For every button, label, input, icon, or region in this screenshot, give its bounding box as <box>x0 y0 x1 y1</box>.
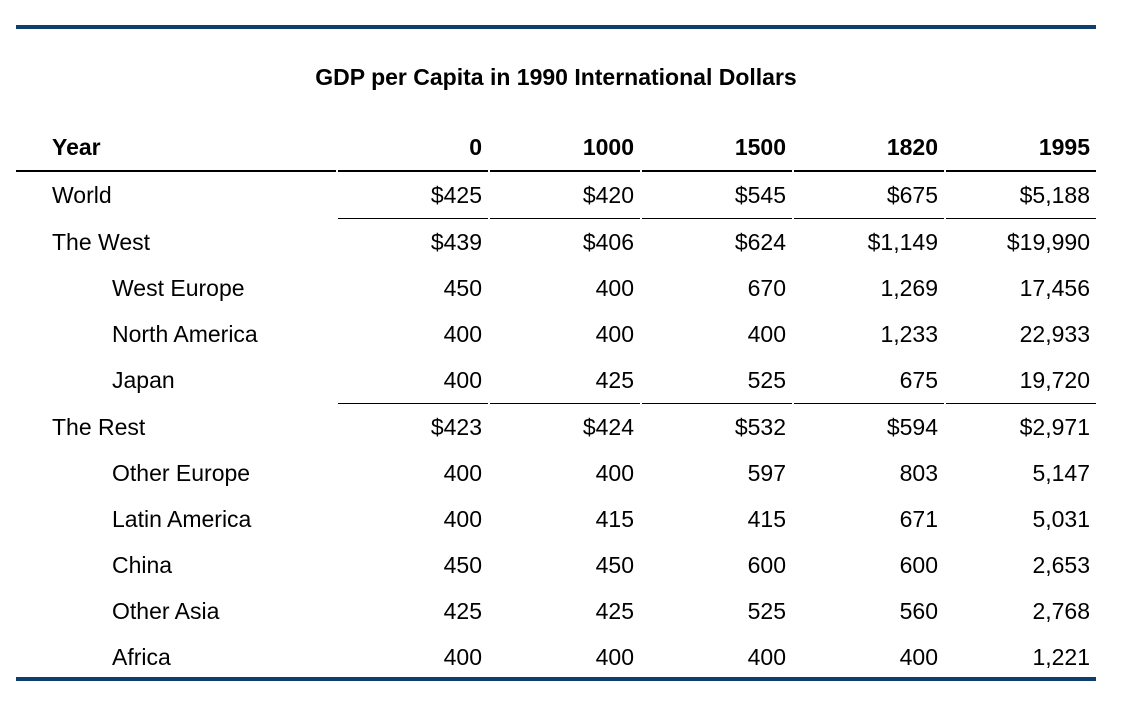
cell-value: $594 <box>886 413 938 440</box>
row-label: China <box>112 551 173 578</box>
cell-value: 1,233 <box>880 320 938 347</box>
table-row: World $425 $420 $545 $675 $5,188 <box>16 172 1096 219</box>
cell-value: 450 <box>443 274 482 301</box>
header-year-1000: 1000 <box>490 124 640 172</box>
cell-value: 450 <box>443 551 482 578</box>
cell-value: 675 <box>794 357 944 404</box>
cell-value: $439 <box>430 228 482 255</box>
cell-value: 400 <box>443 459 482 486</box>
cell-value: $420 <box>490 172 640 219</box>
top-rule <box>16 25 1096 29</box>
cell-value: 2,653 <box>1032 551 1090 578</box>
row-label: Africa <box>112 643 171 670</box>
header-year-1500: 1500 <box>642 124 792 172</box>
cell-value: 5,031 <box>1032 505 1090 532</box>
table-row: Japan 400 425 525 675 19,720 <box>16 357 1096 404</box>
cell-value: 400 <box>595 320 634 347</box>
row-label: Other Asia <box>112 597 220 624</box>
header-year-1995: 1995 <box>946 124 1096 172</box>
cell-value: 400 <box>899 643 938 670</box>
row-label: Japan <box>112 367 175 393</box>
cell-value: $1,149 <box>867 228 938 255</box>
cell-value: 525 <box>642 357 792 404</box>
header-year-1820: 1820 <box>794 124 944 172</box>
cell-value: 400 <box>747 643 786 670</box>
cell-value: 425 <box>443 597 482 624</box>
table-row: West Europe 450 400 670 1,269 17,456 <box>16 265 1096 311</box>
bottom-rule <box>16 677 1096 681</box>
cell-value: $19,990 <box>1006 228 1090 255</box>
table-row: Other Europe 400 400 597 803 5,147 <box>16 450 1096 496</box>
row-label: The West <box>52 228 150 255</box>
cell-value: 400 <box>595 459 634 486</box>
table-row: The West $439 $406 $624 $1,149 $19,990 <box>16 219 1096 265</box>
cell-value: $424 <box>582 413 634 440</box>
cell-value: 425 <box>490 357 640 404</box>
cell-value: $406 <box>582 228 634 255</box>
cell-value: 400 <box>595 274 634 301</box>
cell-value: $425 <box>338 172 488 219</box>
row-label: Latin America <box>112 505 252 532</box>
cell-value: 415 <box>747 505 786 532</box>
cell-value: $423 <box>430 413 482 440</box>
cell-value: 1,269 <box>880 274 938 301</box>
cell-value: 400 <box>595 643 634 670</box>
cell-value: 400 <box>443 505 482 532</box>
cell-value: 400 <box>443 643 482 670</box>
cell-value: 450 <box>595 551 634 578</box>
header-year-0: 0 <box>338 124 488 172</box>
cell-value: 400 <box>747 320 786 347</box>
table-row: China 450 450 600 600 2,653 <box>16 542 1096 588</box>
cell-value: 19,720 <box>946 357 1096 404</box>
cell-value: 525 <box>747 597 786 624</box>
cell-value: 400 <box>443 320 482 347</box>
row-label: Other Europe <box>112 459 251 486</box>
table-title: GDP per Capita in 1990 International Dol… <box>315 64 797 90</box>
cell-value: $624 <box>734 228 786 255</box>
cell-value: 2,768 <box>1032 597 1090 624</box>
row-label: World <box>52 182 112 208</box>
cell-value: 425 <box>595 597 634 624</box>
cell-value: 803 <box>899 459 938 486</box>
table-row: Africa 400 400 400 400 1,221 <box>16 634 1096 680</box>
cell-value: 597 <box>747 459 786 486</box>
row-label: North America <box>112 320 258 347</box>
gdp-table: Year 0 1000 1500 1820 1995 World $425 $420… <box>14 124 1098 680</box>
cell-value: 22,933 <box>1019 320 1090 347</box>
cell-value: 17,456 <box>1019 274 1090 301</box>
table-row: North America 400 400 400 1,233 22,933 <box>16 311 1096 357</box>
cell-value: 415 <box>595 505 634 532</box>
table-row: Other Asia 425 425 525 560 2,768 <box>16 588 1096 634</box>
cell-value: 670 <box>747 274 786 301</box>
cell-value: 400 <box>338 357 488 404</box>
header-year: Year <box>16 124 336 172</box>
table-row: The Rest $423 $424 $532 $594 $2,971 <box>16 404 1096 450</box>
cell-value: 671 <box>899 505 938 532</box>
cell-value: 560 <box>899 597 938 624</box>
cell-value: 600 <box>899 551 938 578</box>
cell-value: 600 <box>747 551 786 578</box>
cell-value: $2,971 <box>1019 413 1090 440</box>
cell-value: $532 <box>734 413 786 440</box>
header-row: Year 0 1000 1500 1820 1995 <box>16 124 1096 172</box>
cell-value: 5,147 <box>1032 459 1090 486</box>
table-row: Latin America 400 415 415 671 5,031 <box>16 496 1096 542</box>
cell-value: $675 <box>794 172 944 219</box>
cell-value: $5,188 <box>946 172 1096 219</box>
cell-value: 1,221 <box>1032 643 1090 670</box>
cell-value: $545 <box>642 172 792 219</box>
row-label: The Rest <box>52 413 146 440</box>
row-label: West Europe <box>112 274 245 301</box>
